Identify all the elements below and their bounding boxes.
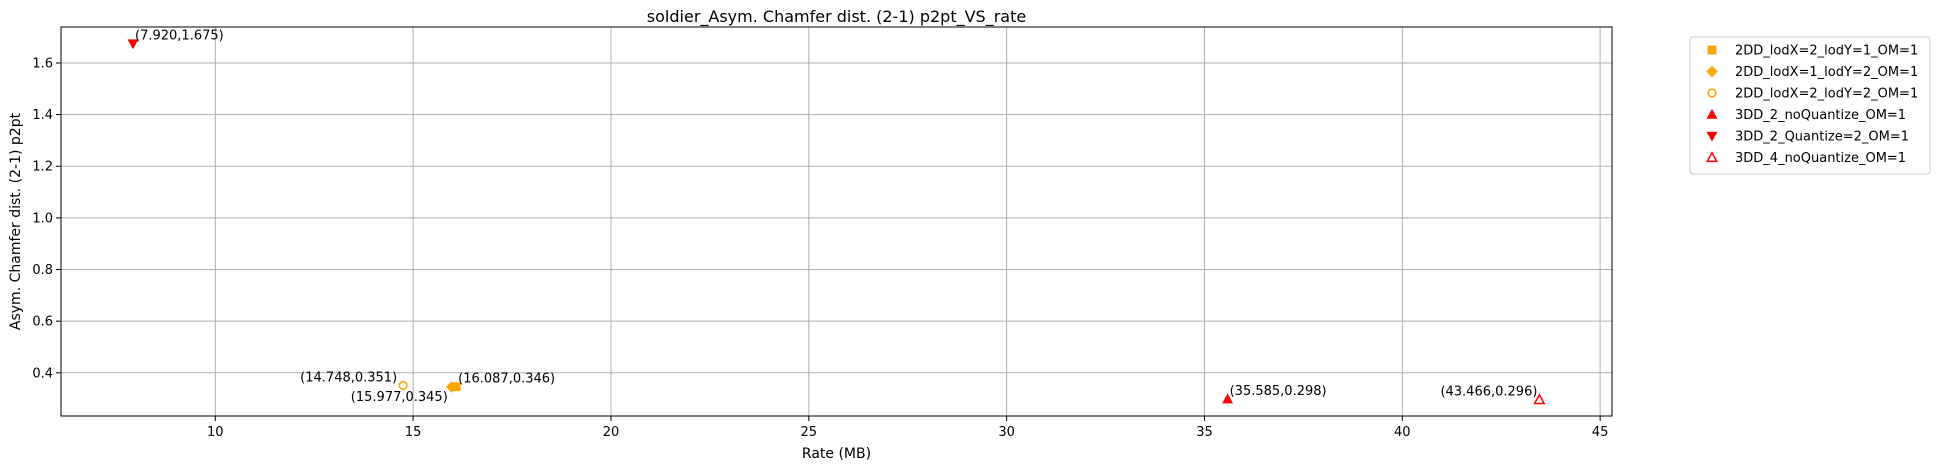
- legend-marker: [1706, 131, 1718, 142]
- legend-entry-label: 2DD_lodX=2_lodY=1_OM=1: [1735, 44, 1918, 59]
- legend-marker: [1707, 45, 1717, 55]
- legend-entry-label: 2DD_lodX=2_lodY=2_OM=1: [1735, 87, 1918, 102]
- legend-marker: [1706, 108, 1718, 119]
- y-tick-label: 0.6: [32, 315, 53, 330]
- data-point: [127, 39, 139, 50]
- plot-frame: [60, 26, 1613, 417]
- chart-title: soldier_Asym. Chamfer dist. (2-1) p2pt_V…: [647, 7, 1026, 27]
- y-tick-label: 1.4: [32, 108, 53, 123]
- y-tick-label: 1.6: [32, 56, 53, 71]
- y-tick-label: 0.8: [32, 263, 53, 278]
- legend-entry-label: 3DD_2_Quantize=2_OM=1: [1735, 130, 1909, 145]
- data-point: [446, 381, 458, 393]
- legend: 2DD_lodX=2_lodY=1_OM=1 2DD_lodX=1_lodY=2_…: [1689, 36, 1931, 175]
- grid-layer: [61, 27, 1612, 416]
- legend-entry-label: 3DD_4_noQuantize_OM=1: [1735, 151, 1906, 166]
- x-axis-label: Rate (MB): [802, 446, 871, 462]
- legend-marker: [1705, 151, 1719, 163]
- x-tick-label: 35: [1196, 425, 1213, 440]
- data-point: [1222, 393, 1234, 404]
- data-label: (14.748,0.351): [300, 370, 397, 385]
- legend-frame: [1689, 36, 1931, 175]
- data-label: (35.585,0.298): [1230, 384, 1327, 399]
- data-label: (15.977,0.345): [351, 390, 448, 405]
- data-labels-layer: (16.087,0.346) (15.977,0.345) (14.748,0.35…: [135, 29, 1537, 405]
- data-label: (7.920,1.675): [135, 29, 224, 44]
- x-tick-label: 10: [207, 425, 224, 440]
- x-tick-label: 30: [998, 425, 1015, 440]
- data-label: (43.466,0.296): [1440, 385, 1537, 400]
- legend-entry-label: 3DD_2_noQuantize_OM=1: [1735, 108, 1906, 123]
- data-label: (16.087,0.346): [458, 372, 555, 387]
- y-tick-label: 0.4: [32, 366, 53, 381]
- axes-layer: 10 15 20 25 30 35 40 45 0.4 0.6 0.8 1.0 1.2 1.4 1.6: [32, 26, 1613, 440]
- y-axis-label: Asym. Chamfer dist. (2-1) p2pt: [8, 112, 24, 330]
- x-tick-label: 20: [603, 425, 620, 440]
- marks-layer: [127, 39, 1546, 405]
- legend-marker: [1707, 88, 1717, 98]
- y-tick-label: 1.0: [32, 211, 53, 226]
- x-tick-label: 15: [405, 425, 422, 440]
- data-point: [1533, 393, 1546, 405]
- x-tick-label: 40: [1394, 425, 1411, 440]
- legend-marker: [1706, 65, 1718, 78]
- data-point: [398, 381, 408, 390]
- x-tick-label: 45: [1592, 425, 1609, 440]
- x-tick-label: 25: [801, 425, 818, 440]
- legend-entry-label: 2DD_lodX=1_lodY=2_OM=1: [1735, 65, 1918, 80]
- y-tick-label: 1.2: [32, 160, 53, 175]
